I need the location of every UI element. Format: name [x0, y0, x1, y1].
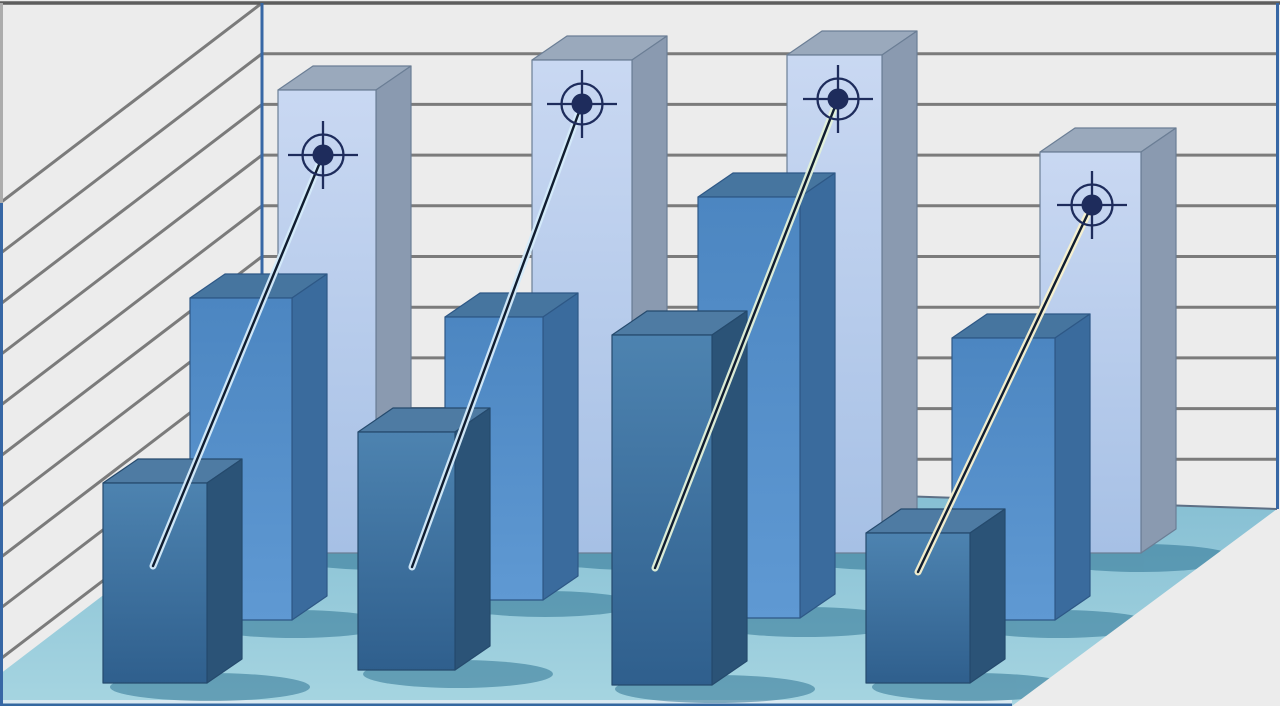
target-ring	[1070, 183, 1114, 227]
target-center-dot	[827, 88, 849, 110]
bar-side-face	[291, 273, 328, 621]
floor-edge-highlight	[0, 700, 1012, 704]
connector-line-core	[151, 153, 325, 568]
bar-side-face	[969, 508, 1006, 684]
connector-line-1	[149, 151, 327, 570]
bar-side-face	[454, 407, 491, 671]
target-marker-3	[803, 65, 873, 133]
left-wall-gridline	[0, 204, 263, 407]
bar-side-face	[711, 310, 748, 686]
connector-line-2	[408, 100, 586, 571]
bar-front-2	[357, 407, 491, 671]
target-ring	[301, 133, 345, 177]
target-ring	[816, 77, 860, 121]
bar-middle-2	[444, 292, 579, 601]
target-marker-1	[288, 121, 358, 189]
bar-front-1	[102, 458, 243, 684]
bar-side-face	[542, 292, 579, 601]
left-wall-gridline	[0, 1, 263, 205]
left-wall-gridline	[0, 52, 263, 255]
floor-details	[0, 700, 1012, 706]
floor-edge-line	[0, 703, 1012, 706]
connector-line-3	[651, 95, 842, 572]
target-marker-2	[547, 70, 617, 138]
bar-front-face	[357, 431, 456, 671]
bar-front-face	[865, 532, 971, 684]
left-wall-gridline	[0, 153, 263, 357]
bar-side-face	[881, 30, 918, 554]
bar-side-face	[206, 458, 243, 684]
target-center-dot	[571, 93, 593, 115]
connector-line-4	[914, 201, 1096, 576]
target-center-dot	[312, 144, 334, 166]
bar-front-4	[865, 508, 1006, 684]
bar-front-face	[611, 334, 713, 686]
bar-side-face	[1054, 313, 1091, 621]
target-center-dot	[1081, 194, 1103, 216]
left-wall-gridline	[0, 103, 263, 306]
target-marker-4	[1057, 171, 1127, 239]
connector-line-core	[653, 97, 840, 570]
connector-line-core	[410, 102, 584, 569]
bar-front-3	[611, 310, 748, 686]
connector-line-core	[916, 203, 1094, 574]
bar-side-face	[1140, 127, 1177, 554]
target-ring	[560, 82, 604, 126]
bar-side-face	[799, 172, 836, 619]
bar-front-face	[102, 482, 208, 684]
